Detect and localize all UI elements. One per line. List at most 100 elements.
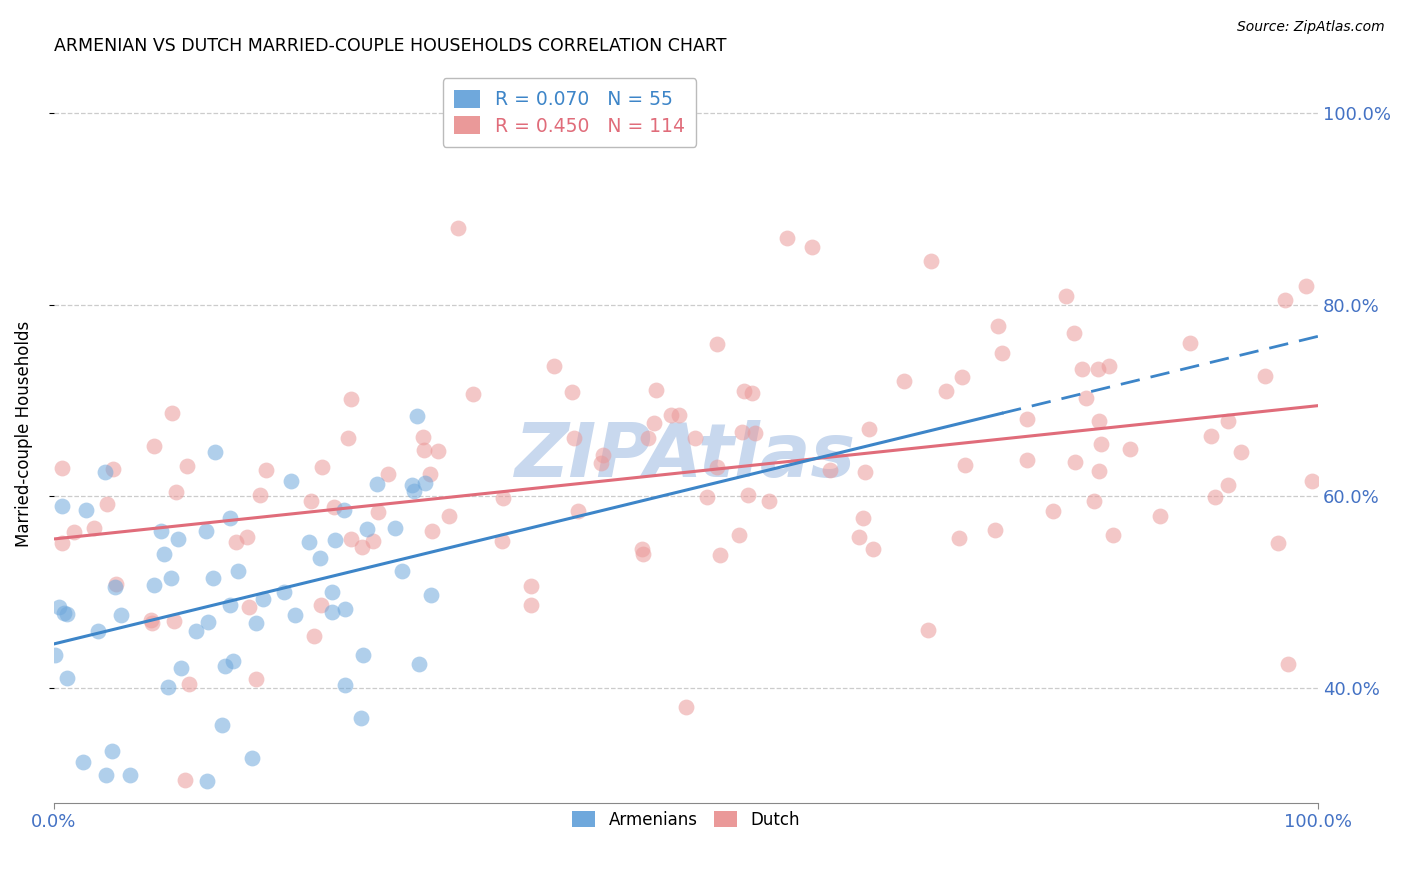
Point: [561, 385, 583, 400]
Point: [491, 533, 513, 548]
Point: [709, 549, 731, 563]
Point: [1218, 414, 1240, 428]
Point: [321, 584, 343, 599]
Point: [311, 460, 333, 475]
Point: [219, 598, 242, 612]
Point: [645, 383, 668, 397]
Point: [948, 531, 970, 545]
Point: [1199, 428, 1222, 442]
Point: [321, 605, 343, 619]
Point: [273, 584, 295, 599]
Point: [1098, 359, 1121, 373]
Point: [238, 599, 260, 614]
Point: [226, 564, 249, 578]
Point: [160, 406, 183, 420]
Point: [377, 467, 399, 482]
Point: [633, 547, 655, 561]
Point: [589, 456, 612, 470]
Point: [1083, 493, 1105, 508]
Point: [1178, 336, 1201, 351]
Point: [55, 671, 77, 685]
Point: [412, 430, 434, 444]
Point: [156, 680, 179, 694]
Point: [120, 768, 142, 782]
Point: [848, 530, 870, 544]
Point: [75, 503, 97, 517]
Point: [668, 408, 690, 422]
Point: [311, 598, 333, 612]
Point: [218, 510, 240, 524]
Point: [858, 422, 880, 436]
Point: [333, 503, 356, 517]
Point: [96, 497, 118, 511]
Point: [221, 654, 243, 668]
Point: [741, 385, 763, 400]
Point: [818, 463, 841, 477]
Point: [737, 488, 759, 502]
Point: [917, 623, 939, 637]
Point: [1063, 326, 1085, 340]
Point: [953, 458, 976, 473]
Point: [862, 542, 884, 557]
Point: [401, 478, 423, 492]
Point: [447, 221, 470, 235]
Legend: Armenians, Dutch: Armenians, Dutch: [565, 804, 807, 835]
Point: [167, 532, 190, 546]
Point: [176, 458, 198, 473]
Point: [53, 606, 76, 620]
Point: [197, 615, 219, 629]
Point: [405, 409, 427, 423]
Point: [48, 600, 70, 615]
Point: [195, 773, 218, 788]
Point: [104, 580, 127, 594]
Point: [413, 442, 436, 457]
Point: [984, 523, 1007, 537]
Point: [184, 624, 207, 638]
Point: [56, 607, 79, 622]
Point: [543, 359, 565, 373]
Point: [683, 431, 706, 445]
Point: [437, 509, 460, 524]
Point: [252, 592, 274, 607]
Point: [706, 459, 728, 474]
Point: [1101, 528, 1123, 542]
Text: ZIPAtlas: ZIPAtlas: [516, 420, 856, 492]
Point: [1064, 455, 1087, 469]
Point: [631, 542, 654, 557]
Point: [408, 657, 430, 671]
Point: [1230, 445, 1253, 459]
Point: [152, 547, 174, 561]
Point: [173, 772, 195, 787]
Point: [87, 624, 110, 639]
Point: [350, 711, 373, 725]
Point: [991, 345, 1014, 359]
Point: [427, 443, 450, 458]
Point: [204, 445, 226, 459]
Point: [254, 462, 277, 476]
Point: [51, 535, 73, 549]
Point: [214, 659, 236, 673]
Point: [1218, 478, 1240, 492]
Point: [934, 384, 956, 398]
Point: [284, 607, 307, 622]
Point: [920, 254, 942, 268]
Point: [744, 426, 766, 441]
Point: [366, 477, 388, 491]
Point: [150, 524, 173, 538]
Point: [950, 369, 973, 384]
Point: [142, 578, 165, 592]
Point: [352, 648, 374, 662]
Point: [165, 485, 187, 500]
Point: [1119, 442, 1142, 456]
Point: [340, 532, 363, 546]
Point: [659, 408, 682, 422]
Point: [1301, 474, 1323, 488]
Point: [384, 521, 406, 535]
Point: [893, 374, 915, 388]
Point: [302, 628, 325, 642]
Point: [567, 503, 589, 517]
Text: ARMENIAN VS DUTCH MARRIED-COUPLE HOUSEHOLDS CORRELATION CHART: ARMENIAN VS DUTCH MARRIED-COUPLE HOUSEHO…: [53, 37, 727, 55]
Point: [758, 494, 780, 508]
Point: [1054, 289, 1077, 303]
Text: Source: ZipAtlas.com: Source: ZipAtlas.com: [1237, 20, 1385, 34]
